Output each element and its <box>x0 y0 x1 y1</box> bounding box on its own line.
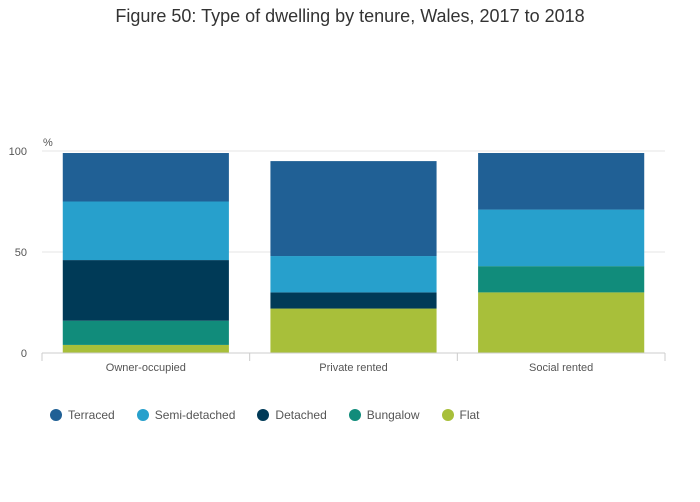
x-category-label: Social rented <box>529 362 593 374</box>
bar-segment-terraced <box>478 153 645 210</box>
legend-swatch-icon <box>136 409 149 421</box>
bar-segment-bungalow <box>478 266 645 293</box>
y-axis-unit-label: % <box>43 137 53 149</box>
legend-label: Detached <box>275 408 327 422</box>
bar-segment-bungalow <box>62 320 229 345</box>
legend: Terraced Semi-detached Detached Bungalow Fla… <box>50 408 502 422</box>
bar-segment-detached <box>62 260 229 321</box>
x-category-label: Private rented <box>319 362 387 374</box>
legend-label: Flat <box>459 408 480 422</box>
chart-title: Figure 50: Type of dwelling by tenure, W… <box>115 6 585 26</box>
legend-swatch-icon <box>50 409 62 421</box>
bar-segment-flat <box>478 292 645 353</box>
bar-segment-semi-detached <box>478 209 645 267</box>
bars <box>62 153 645 353</box>
legend-label: Terraced <box>68 408 115 422</box>
bar-segment-terraced <box>270 161 437 257</box>
legend-swatch-icon <box>441 409 454 421</box>
legend-label: Bungalow <box>366 408 420 422</box>
legend-label: Semi-detached <box>154 408 236 422</box>
bar-segment-flat <box>62 344 229 353</box>
legend-swatch-icon <box>348 409 361 421</box>
y-tick-label: 0 <box>21 348 27 360</box>
legend-swatch-icon <box>257 409 270 421</box>
bar-segment-flat <box>270 308 437 353</box>
legend-item[interactable]: Semi-detached <box>136 408 236 422</box>
chart-plot: 0 50 100% Owner-occupied Private rented Socia… <box>9 137 666 374</box>
legend-item[interactable]: Terraced <box>50 408 115 422</box>
legend-item[interactable]: Bungalow <box>348 408 420 422</box>
bar-segment-detached <box>270 292 437 309</box>
legend-item[interactable]: Detached <box>257 408 327 422</box>
bar-segment-terraced <box>62 153 229 202</box>
x-category-label: Owner-occupied <box>106 362 186 374</box>
legend-item[interactable]: Flat <box>441 408 480 422</box>
y-tick-label: 100 <box>9 146 27 158</box>
bar-segment-semi-detached <box>62 201 229 261</box>
y-tick-label: 50 <box>15 247 27 259</box>
bar-segment-semi-detached <box>270 256 437 293</box>
axes: 0 50 100% Owner-occupied Private rented Socia… <box>9 137 666 374</box>
